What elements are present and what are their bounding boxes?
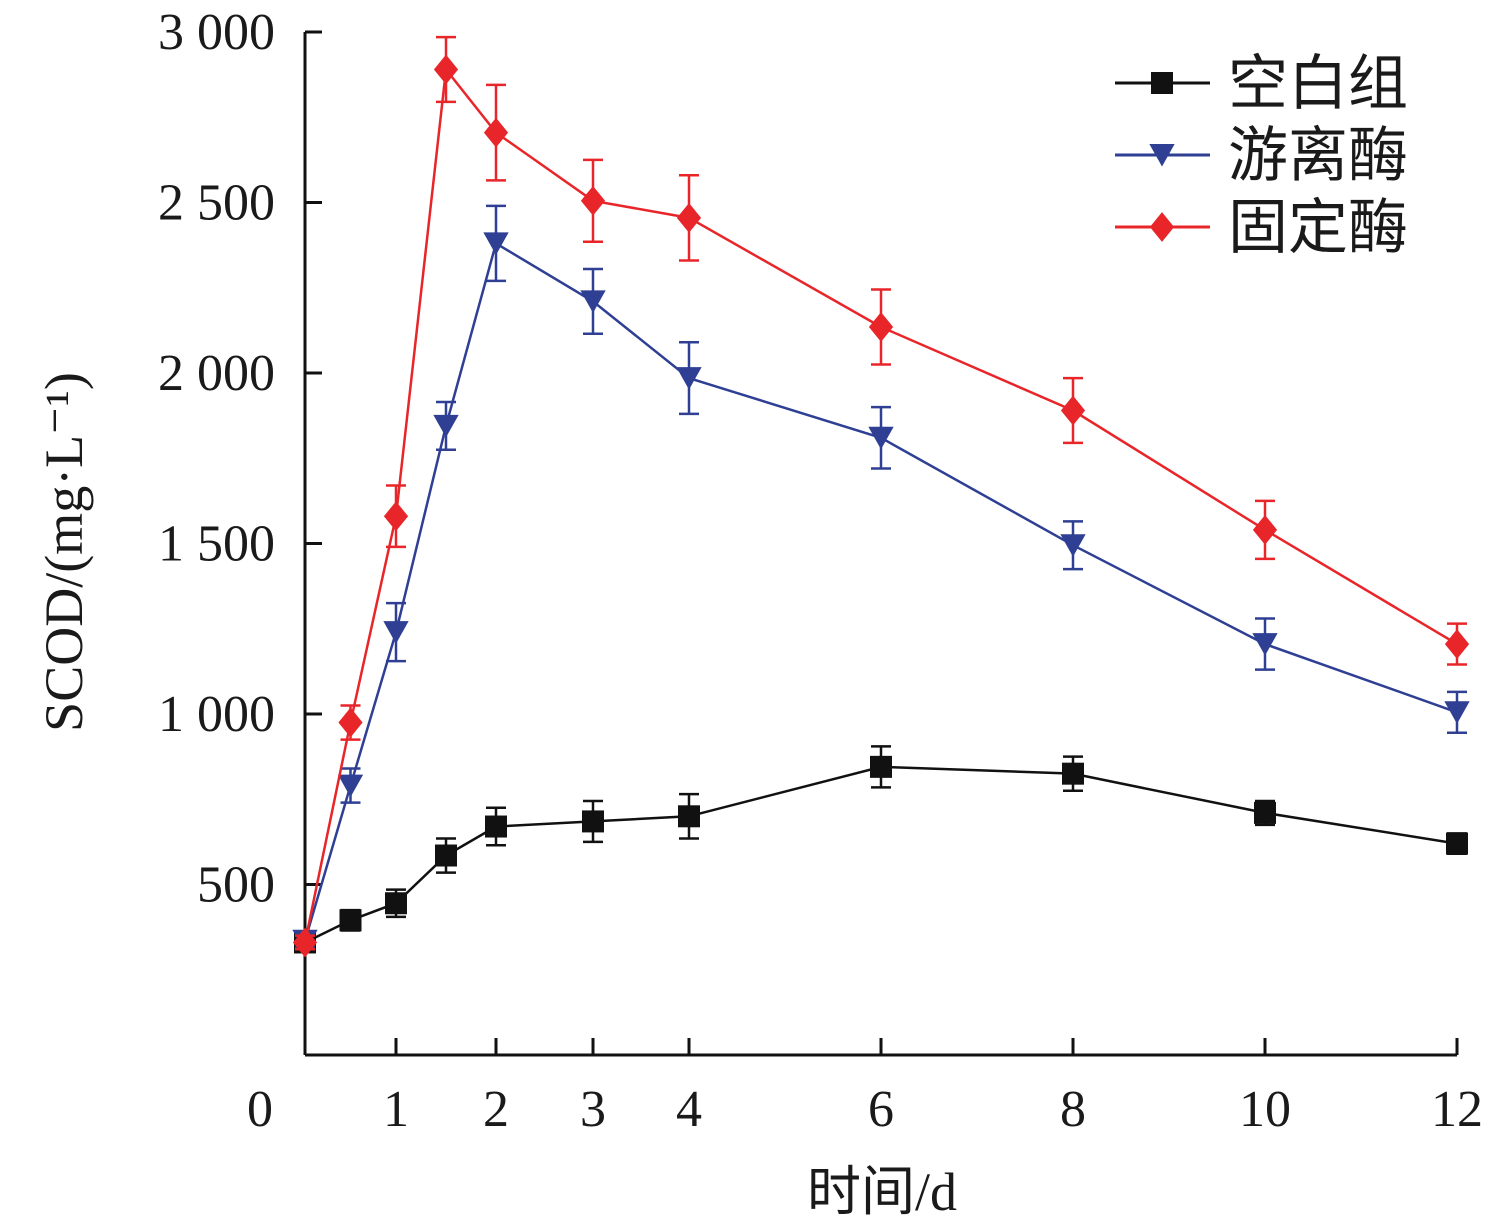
data-point [676, 367, 702, 390]
y-tick-label: 2 500 [158, 175, 275, 232]
x-tick-label: 12 [1431, 1081, 1483, 1138]
y-tick-label: 500 [197, 857, 275, 914]
x-tick-label: 10 [1239, 1081, 1291, 1138]
legend-marker [1149, 212, 1175, 242]
data-point [582, 810, 604, 833]
series-line [304, 765, 1458, 944]
y-tick-label: 2 000 [158, 345, 275, 402]
data-point [338, 707, 363, 738]
data-point [292, 927, 318, 958]
data-point [580, 290, 606, 313]
series-0 [294, 745, 1468, 954]
x-tick-label: 8 [1060, 1081, 1086, 1138]
x-tick-label: 2 [483, 1081, 509, 1138]
legend-label: 空白组 [1228, 49, 1408, 119]
y-axis-title: SCOD/(mg·L⁻¹) [34, 372, 94, 732]
x-tick-label: 3 [580, 1081, 606, 1138]
x-tick-label: 1 [383, 1081, 409, 1138]
data-point [1252, 515, 1278, 545]
data-point [483, 232, 509, 255]
series-2 [292, 35, 1470, 958]
data-point [1254, 801, 1276, 824]
data-point [485, 815, 507, 838]
data-point [433, 414, 459, 438]
data-point [339, 909, 362, 932]
data-point [337, 774, 364, 798]
data-point [1444, 629, 1470, 659]
y-tick-label: 3 000 [158, 4, 275, 61]
legend-label: 固定酶 [1228, 193, 1408, 263]
legend-marker [1151, 72, 1173, 94]
data-point [1060, 395, 1086, 426]
data-point [1444, 701, 1470, 724]
y-tick-label: 1 500 [158, 516, 275, 573]
data-point [435, 844, 457, 867]
legend-entry-1: 游离酶 [1115, 121, 1408, 191]
data-point [676, 202, 702, 233]
x-axis-title: 时间/d [807, 1162, 957, 1222]
data-point [868, 312, 894, 342]
data-point [1252, 633, 1278, 656]
legend-entry-2: 固定酶 [1115, 193, 1408, 263]
legend-marker [1149, 144, 1175, 167]
legend-entry-0: 空白组 [1115, 49, 1408, 119]
data-point [383, 501, 409, 532]
data-point [868, 426, 894, 450]
x-tick-label: 0 [247, 1081, 273, 1138]
data-point [1060, 534, 1086, 557]
data-point [870, 755, 892, 778]
data-point [433, 54, 459, 85]
data-point [483, 117, 509, 148]
x-tick-label: 6 [868, 1081, 894, 1138]
data-point [580, 185, 606, 216]
series-layer [292, 35, 1470, 958]
data-point [1446, 832, 1468, 855]
data-point [385, 892, 407, 915]
legend-label: 游离酶 [1228, 121, 1408, 191]
data-point [383, 621, 409, 644]
y-tick-label: 1 000 [158, 686, 275, 743]
x-tick-label: 4 [676, 1081, 702, 1138]
data-point [1062, 762, 1084, 785]
data-point [678, 805, 700, 828]
